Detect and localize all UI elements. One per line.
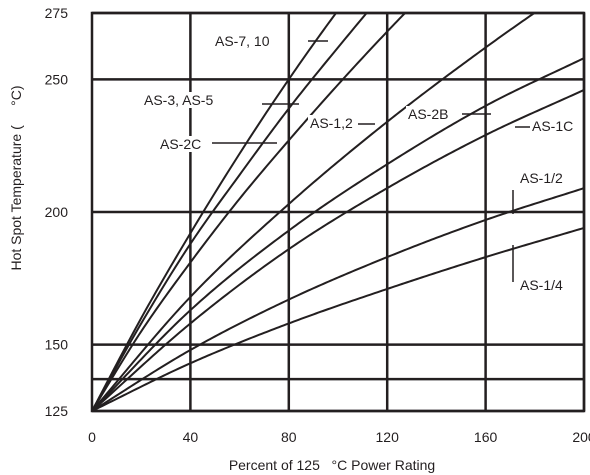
label-background-as-2c <box>158 136 204 152</box>
series-line-as-2b <box>92 57 584 411</box>
label-background-as-1-2 <box>308 115 356 131</box>
series-label-as-1-2: AS-1,2 <box>310 115 353 131</box>
series-label-as-1-2: AS-1/2 <box>520 170 563 186</box>
y-tick-label: 200 <box>45 204 69 220</box>
y-axis-label: Hot Spot Temperature ( °C) <box>8 85 24 270</box>
label-background-as-1-4 <box>518 277 566 293</box>
label-background-as-7-10 <box>213 33 272 49</box>
x-tick-label: 80 <box>281 429 297 445</box>
label-background-as-3-as-5 <box>142 92 216 108</box>
series-line-as-1c <box>92 89 584 411</box>
x-tick-label: 0 <box>88 429 96 445</box>
y-tick-label: 250 <box>45 71 69 87</box>
tick-labels: 0 40 80 120 160 200 125 150 200 250 275 <box>45 5 590 445</box>
label-background-as-1-2 <box>518 170 566 186</box>
series-label-as-1-4: AS-1/4 <box>520 277 563 293</box>
label-background-as-1c <box>530 118 576 134</box>
series-line-as-1-2 <box>92 13 537 411</box>
series-line-as-2c <box>92 13 407 411</box>
series-label-as-3-as-5: AS-3, AS-5 <box>144 92 213 108</box>
x-axis-label: Percent of 125 °C Power Rating <box>229 457 435 473</box>
y-tick-label: 150 <box>45 337 69 353</box>
y-tick-label: 275 <box>45 5 69 21</box>
x-tick-label: 40 <box>183 429 199 445</box>
y-tick-label: 125 <box>45 403 69 419</box>
series-label-as-2c: AS-2C <box>160 136 201 152</box>
x-tick-label: 160 <box>474 429 498 445</box>
series-line-as-1-4 <box>92 226 584 411</box>
curves <box>92 13 584 411</box>
x-tick-label: 200 <box>572 429 590 445</box>
series-line-as-1-2 <box>92 187 584 411</box>
series-label-as-1c: AS-1C <box>532 118 573 134</box>
series-line-as-7-10 <box>92 13 338 411</box>
series-label-as-2b: AS-2B <box>408 106 448 122</box>
series-label-as-7-10: AS-7, 10 <box>215 33 270 49</box>
label-background-as-2b <box>406 106 451 122</box>
annotations: AS-7, 10 AS-3, AS-5 AS-2C AS-1,2 AS-2B AS-1C A… <box>142 33 576 293</box>
x-tick-label: 120 <box>376 429 400 445</box>
series-line-as-3-as-5 <box>92 13 368 411</box>
